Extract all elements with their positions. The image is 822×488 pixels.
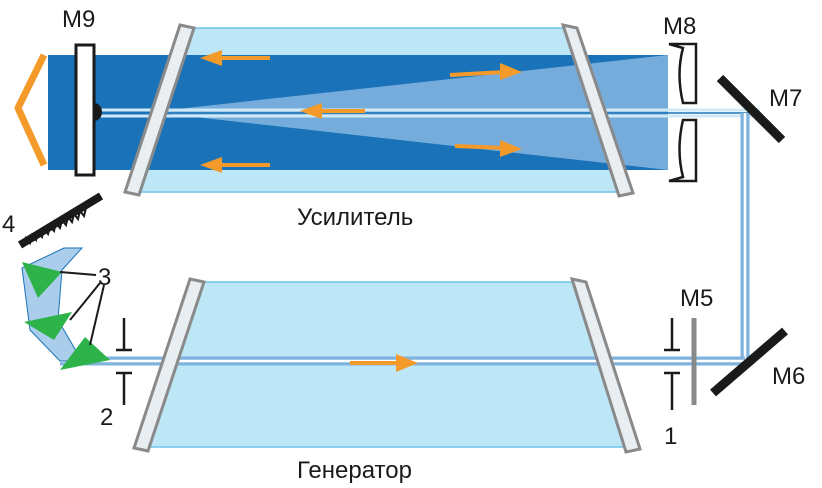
label-generator: Генератор (297, 457, 412, 484)
arrow-left-mid (300, 103, 365, 119)
arrow-right-top (449, 63, 522, 80)
label-1: 1 (664, 423, 677, 450)
mirror-m8 (668, 42, 698, 183)
amplifier-arrows (200, 50, 522, 173)
generator-arrow (350, 354, 418, 372)
amplifier-window-left (123, 23, 196, 197)
amplifier-window-right (560, 22, 635, 198)
prisms-3 (22, 262, 110, 370)
central-beam (95, 108, 760, 118)
label-4: 4 (2, 211, 15, 238)
label-m8: M8 (663, 13, 696, 40)
label-m6: M6 (772, 363, 805, 390)
label-2: 2 (100, 404, 113, 431)
label-m7: M7 (769, 85, 802, 112)
label-amplifier: Усилитель (297, 204, 413, 231)
prism-bottom (60, 337, 110, 370)
generator-window-right (569, 276, 642, 454)
mirror-m9 (74, 43, 102, 177)
arrow-left-top (200, 50, 270, 66)
prism-middle (24, 312, 72, 340)
generator-window-left (132, 277, 206, 453)
arrow-left-bottom (200, 157, 270, 173)
label-m9: M9 (62, 6, 95, 33)
aperture-1 (664, 318, 680, 410)
label-3-leaders (59, 271, 105, 346)
arrow-right-bottom (454, 140, 522, 157)
grating-4 (17, 192, 104, 249)
label-m5: M5 (680, 285, 713, 312)
mirror-m7 (716, 74, 786, 144)
aperture-2 (116, 318, 132, 405)
label-3: 3 (98, 264, 111, 291)
prism-top (22, 262, 62, 298)
output-bracket (14, 53, 48, 167)
mirror-m6 (710, 327, 788, 397)
